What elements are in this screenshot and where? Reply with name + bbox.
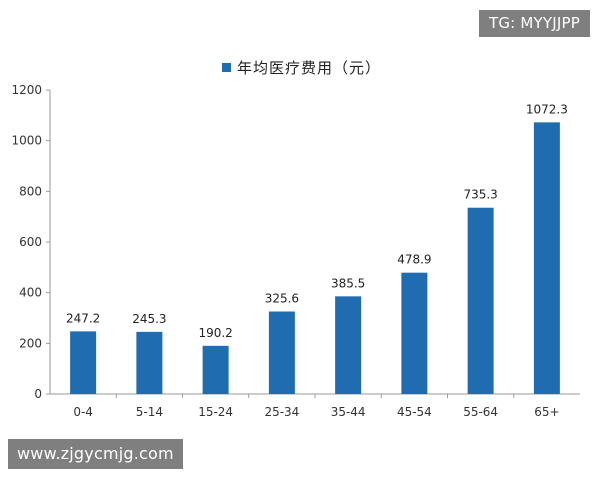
x-axis-ticks: 0-4 5-14 15-24 25-34 35-44 45-54 55-64 65+ [73,394,560,419]
x-tick-label: 35-44 [331,405,366,419]
data-label: 385.5 [331,276,365,290]
bar [335,296,362,394]
data-label: 190.2 [198,326,232,340]
legend-swatch [222,63,231,72]
y-tick-label: 800 [19,184,42,198]
watermark-top: TG: MYYJJPP [478,10,590,37]
bar [202,345,229,394]
x-tick-label: 65+ [534,405,559,419]
x-tick-label: 25-34 [264,405,299,419]
data-label: 325.6 [265,292,299,306]
watermark-bottom: www.zjgycmjg.com [8,439,183,469]
data-label: 1072.3 [526,102,568,116]
data-label: 735.3 [463,188,497,202]
bar [136,331,163,394]
x-tick-label: 5-14 [136,405,163,419]
x-tick-label: 0-4 [73,405,93,419]
x-tick-label: 15-24 [198,405,233,419]
bar [533,122,560,394]
data-labels: 247.2 245.3 190.2 325.6 385.5 478.9 735.3 1072.… [66,102,568,339]
x-tick-label: 55-64 [463,405,498,419]
bar [268,311,295,394]
axes [49,90,580,395]
y-tick-label: 1200 [11,83,42,97]
data-label: 245.3 [132,312,166,326]
y-tick-label: 200 [19,336,42,350]
bar [401,272,428,394]
data-label: 478.9 [397,253,431,267]
bars [70,122,560,394]
y-tick-label: 0 [34,387,42,401]
y-tick-label: 400 [19,286,42,300]
x-tick-label: 45-54 [397,405,432,419]
y-axis-ticks: 0 200 400 600 800 1000 1200 [11,83,50,401]
y-tick-label: 1000 [11,134,42,148]
bar [467,207,494,394]
legend: 年均医疗费用（元） [222,59,381,77]
bar [70,331,97,394]
y-tick-label: 600 [19,235,42,249]
data-label: 247.2 [66,311,100,325]
legend-label: 年均医疗费用（元） [237,59,381,77]
